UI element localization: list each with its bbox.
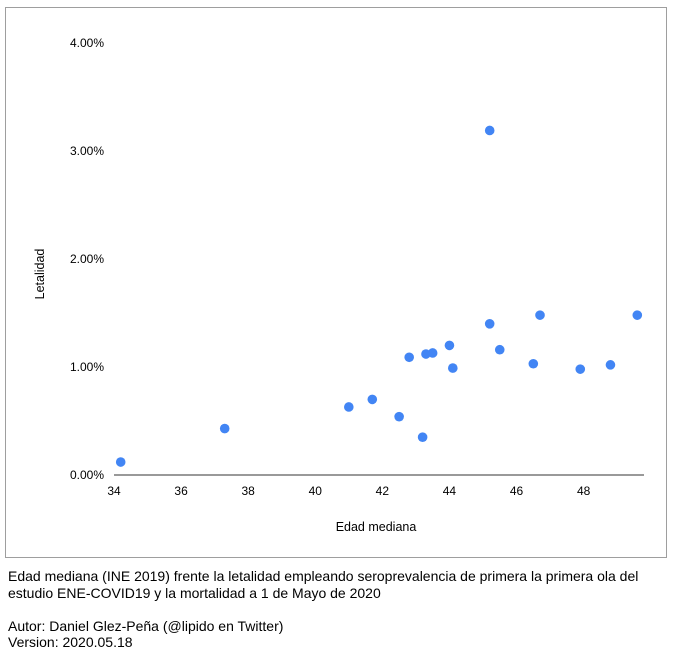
- y-axis-ticks: 0.00% 1.00% 2.00% 3.00% 4.00%: [70, 36, 104, 482]
- y-tick-label: 2.00%: [70, 252, 104, 266]
- figure-caption: Edad mediana (INE 2019) frente la letali…: [8, 568, 668, 651]
- x-tick-label: 40: [309, 484, 323, 498]
- data-point: [575, 364, 586, 374]
- x-tick-label: 38: [241, 484, 255, 498]
- data-point: [219, 423, 230, 434]
- caption-author: Autor: Daniel Glez-Peña (@lipido en Twit…: [8, 617, 284, 634]
- data-point: [404, 352, 414, 363]
- data-point: [444, 340, 455, 351]
- x-axis-ticks: 34 36 38 40 42 44 46 48: [107, 484, 590, 498]
- data-point: [484, 125, 495, 136]
- chart-frame: 0.00% 1.00% 2.00% 3.00% 4.00% 34 36 38 40 42 44 46…: [5, 7, 667, 558]
- caption-line-2: estudio ENE-COVID19 y la mortalidad a 1 …: [8, 584, 381, 601]
- x-tick-label: 44: [443, 484, 457, 498]
- x-tick-label: 36: [174, 484, 188, 498]
- x-tick-label: 46: [510, 484, 524, 498]
- x-tick-label: 34: [107, 484, 121, 498]
- x-tick-label: 48: [577, 484, 591, 498]
- y-tick-label: 0.00%: [70, 468, 104, 482]
- x-axis-title: Edad mediana: [336, 520, 417, 534]
- caption-version: Version: 2020.05.18: [8, 634, 133, 650]
- data-point: [494, 344, 505, 355]
- data-point: [447, 363, 458, 373]
- data-point: [632, 310, 643, 320]
- data-point: [367, 394, 378, 405]
- data-point: [394, 411, 404, 422]
- caption-line-1: Edad mediana (INE 2019) frente la letali…: [8, 568, 639, 584]
- x-tick-label: 42: [376, 484, 390, 498]
- data-point: [344, 402, 354, 412]
- y-tick-label: 3.00%: [70, 144, 104, 158]
- data-point: [605, 360, 616, 370]
- data-point: [484, 319, 495, 329]
- scatter-chart: 0.00% 1.00% 2.00% 3.00% 4.00% 34 36 38 40 42 44 46…: [33, 36, 644, 534]
- y-axis-title: Letalidad: [33, 249, 47, 300]
- data-point: [417, 432, 428, 443]
- data-point: [427, 348, 438, 358]
- data-point: [535, 310, 545, 320]
- data-points: [115, 125, 643, 467]
- y-tick-label: 4.00%: [70, 36, 104, 50]
- data-point: [528, 358, 539, 369]
- y-tick-label: 1.00%: [70, 360, 104, 374]
- data-point: [115, 457, 126, 467]
